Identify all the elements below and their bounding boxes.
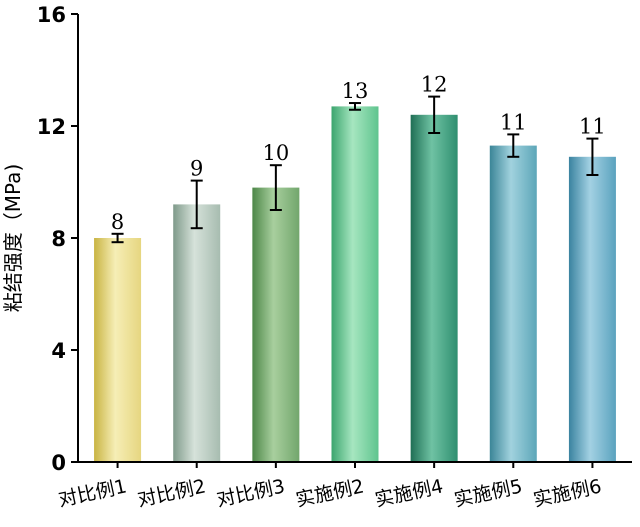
x-tick-label-1: 对比例1 [56,475,128,511]
y-tick-label-0: 0 [51,451,66,475]
y-axis-label: 粘结强度（MPa) [1,164,25,312]
x-tick-label-4: 实施例2 [294,475,366,511]
y-tick-label-16: 16 [37,3,66,27]
data-label-3: 10 [262,141,289,165]
x-tick-label-6: 实施例5 [452,475,524,511]
x-tick-label-3: 对比例3 [215,475,287,511]
bars-layer: 8 9 10 13 12 11 11 [94,73,616,463]
data-label-4: 13 [342,79,369,103]
y-tick-label-4: 4 [51,339,66,363]
data-label-6: 11 [500,110,527,134]
bar-6 [489,145,537,462]
y-tick-label-12: 12 [37,115,66,139]
data-label-2: 9 [190,157,203,181]
x-tick-label-5: 实施例4 [373,475,445,511]
data-label-7: 11 [579,115,606,139]
bar-3 [252,187,300,462]
data-label-5: 12 [421,73,448,97]
x-tick-label-2: 对比例2 [136,475,208,511]
bar-4 [331,106,379,463]
data-label-1: 8 [111,210,124,234]
bar-5 [410,114,458,463]
bar-2 [173,204,221,462]
bar-1 [94,238,142,462]
bar-7 [568,156,616,463]
x-tick-label-7: 实施例6 [531,475,603,511]
y-tick-label-8: 8 [51,227,66,251]
